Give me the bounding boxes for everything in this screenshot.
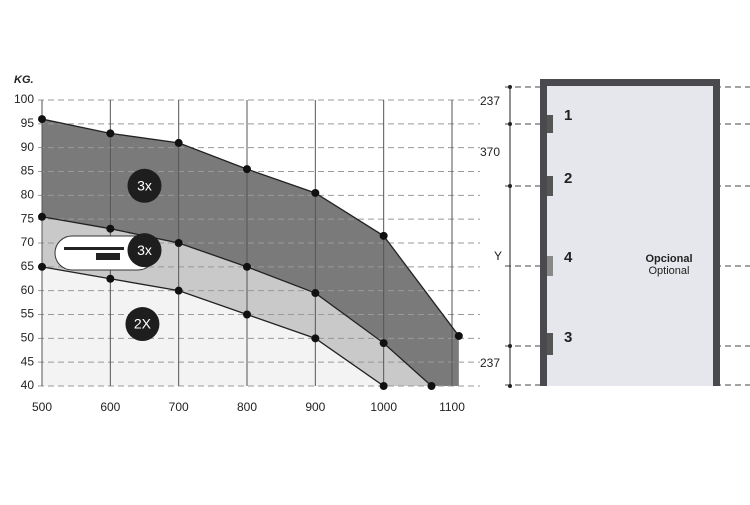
x-tick-label: 700 <box>169 400 189 414</box>
x-tick-label: 1100 <box>439 400 465 414</box>
y-axis-label: KG. <box>14 74 34 86</box>
dimension-label: 237 <box>480 356 500 370</box>
door-icon <box>64 247 124 250</box>
point <box>311 289 320 298</box>
dimension-ticks <box>508 85 512 388</box>
point <box>311 334 320 343</box>
y-tick-label: 75 <box>21 211 35 225</box>
point <box>174 138 183 147</box>
hinge-label: 2 <box>564 170 572 187</box>
hinge <box>547 115 553 133</box>
hinge-label: 3 <box>564 329 572 346</box>
dimension-label: 370 <box>480 145 500 159</box>
hinge-label: 4 <box>564 249 573 266</box>
dimension-tick <box>508 384 512 388</box>
x-tick-label: 500 <box>32 400 52 414</box>
line <box>41 266 385 387</box>
y-tick-label: 60 <box>21 283 35 297</box>
optional-label: Opcional <box>645 253 692 265</box>
dimension-tick <box>508 344 512 348</box>
point <box>106 129 115 138</box>
annotation-badge <box>127 233 162 268</box>
point <box>106 274 115 283</box>
point <box>454 331 463 340</box>
load-chart: 40 45 50 55 60 65 70 75 80 85 90 95 100 500 600 700 800 9… <box>14 74 480 414</box>
hinge-label: 1 <box>564 107 572 124</box>
dimension-label: 237 <box>480 94 500 108</box>
optional-label: Optional <box>649 265 690 277</box>
x-tick-label: 800 <box>237 400 257 414</box>
point <box>174 286 183 295</box>
y-tick-label: 50 <box>21 331 35 345</box>
point <box>38 115 46 124</box>
area <box>42 266 384 386</box>
point <box>243 262 251 271</box>
dimension-label: Y <box>494 249 502 263</box>
y-tick-label: 85 <box>21 164 35 178</box>
hinge <box>547 176 553 196</box>
point <box>106 224 115 233</box>
y-tick-label: 80 <box>21 188 35 202</box>
point <box>427 382 436 390</box>
hinge <box>547 256 553 276</box>
y-tick-label: 100 <box>14 92 34 106</box>
y-tick-label: 45 <box>21 354 35 368</box>
y-tick-label: 90 <box>21 140 35 154</box>
point <box>38 262 46 271</box>
y-tick-label: 40 <box>21 378 35 392</box>
point <box>379 231 388 240</box>
point <box>379 382 388 390</box>
point <box>311 188 320 197</box>
door-icon <box>96 253 120 260</box>
annotation-badge <box>127 168 162 203</box>
x-tick-label: 600 <box>100 400 120 414</box>
hinge <box>547 333 553 355</box>
x-tick-label: 900 <box>305 400 325 414</box>
point <box>38 212 46 221</box>
point <box>379 339 388 348</box>
y-tick-label: 70 <box>21 235 35 249</box>
y-tick-label: 65 <box>21 259 35 273</box>
door-leaf <box>544 83 716 386</box>
point <box>174 239 183 247</box>
dimension-tick <box>508 85 512 89</box>
annotation-badge <box>125 307 160 342</box>
dimension-tick <box>508 184 512 188</box>
door-diagram: 237 370 Y 237 1 2 4 3 Opcional Optional <box>480 79 750 388</box>
annotation: 3x <box>137 242 152 258</box>
annotation: 2X <box>134 316 152 332</box>
x-tick-label: 1000 <box>370 400 397 414</box>
y-tick-label: 55 <box>21 307 35 321</box>
y-tick-label: 95 <box>21 116 35 130</box>
point <box>243 310 251 319</box>
annotation: 3x <box>137 178 152 194</box>
point <box>243 165 251 174</box>
dimension-tick <box>508 122 512 126</box>
